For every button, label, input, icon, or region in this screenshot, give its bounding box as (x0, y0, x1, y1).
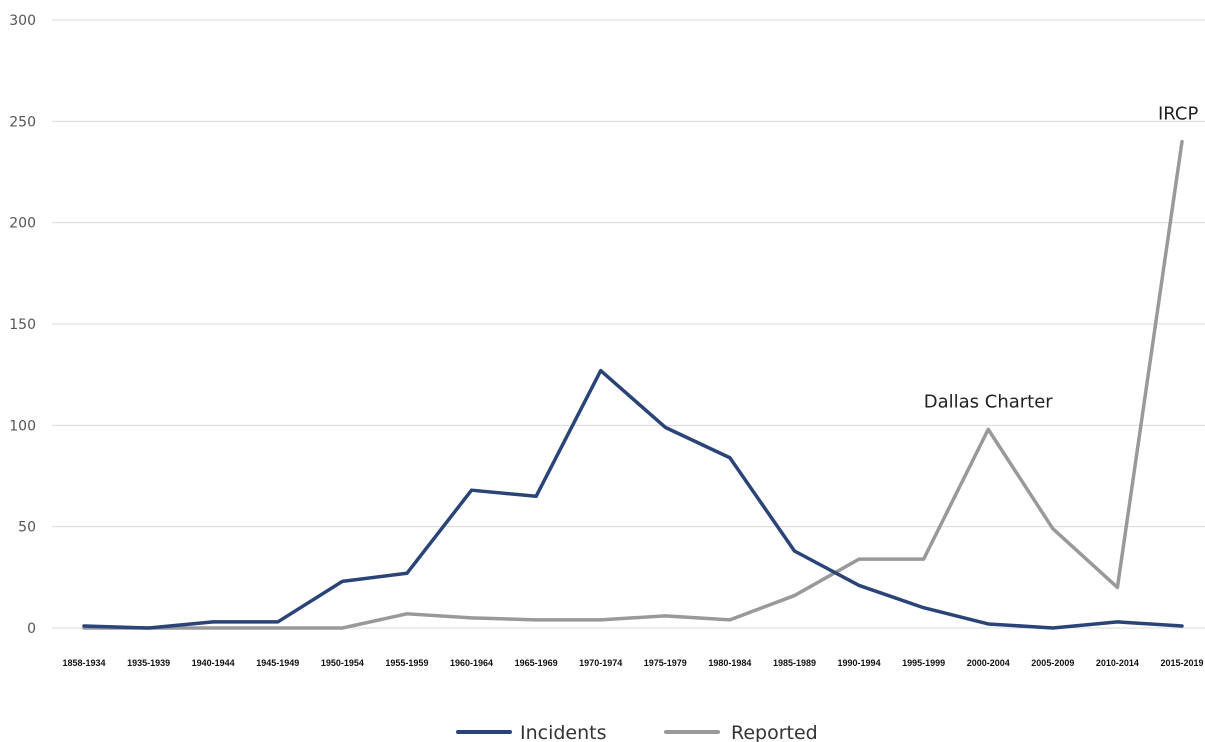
x-tick-label-2015-2019: 2015-2019 (1160, 658, 1203, 668)
x-axis-ticks: 1858-1934 1935-1939 1940-1944 1945-1949 1950… (62, 658, 1203, 668)
x-tick-label-1945-1949: 1945-1949 (256, 658, 299, 668)
x-tick-label-1960-1964: 1960-1964 (450, 658, 493, 668)
y-tick-label-0: 0 (27, 621, 36, 637)
y-tick-label-50: 50 (18, 520, 36, 536)
series-line-incidents (82, 368, 1184, 630)
x-tick-label-1950-1954: 1950-1954 (321, 658, 364, 668)
series-lines (82, 139, 1184, 630)
x-tick-label-2000-2004: 2000-2004 (967, 658, 1010, 668)
y-tick-label-100: 100 (9, 418, 36, 434)
legend: Incidents Reported (456, 722, 818, 742)
y-tick-label-200: 200 (9, 216, 36, 232)
legend-label-incidents: Incidents (520, 722, 607, 742)
x-tick-label-1990-1994: 1990-1994 (838, 658, 881, 668)
x-tick-label-1985-1989: 1985-1989 (773, 658, 816, 668)
x-tick-label-1858-1934: 1858-1934 (62, 658, 105, 668)
annotation-ircp: IRCP (1158, 104, 1198, 125)
series-line-reported (82, 139, 1184, 630)
annotations: Dallas Charter IRCP (924, 104, 1199, 413)
gridlines (52, 19, 1205, 629)
x-tick-label-1935-1939: 1935-1939 (127, 658, 170, 668)
y-tick-label-150: 150 (9, 317, 36, 333)
y-tick-label-250: 250 (9, 114, 36, 130)
x-tick-label-1965-1969: 1965-1969 (515, 658, 558, 668)
x-tick-label-2005-2009: 2005-2009 (1031, 658, 1074, 668)
y-axis-ticks: 0 50 100 150 200 250 300 (9, 13, 36, 637)
y-tick-label-300: 300 (9, 13, 36, 29)
x-tick-label-1995-1999: 1995-1999 (902, 658, 945, 668)
x-tick-label-2010-2014: 2010-2014 (1096, 658, 1139, 668)
x-tick-label-1940-1944: 1940-1944 (192, 658, 235, 668)
x-tick-label-1975-1979: 1975-1979 (644, 658, 687, 668)
x-tick-label-1980-1984: 1980-1984 (708, 658, 751, 668)
x-tick-label-1970-1974: 1970-1974 (579, 658, 622, 668)
annotation-dallas-charter: Dallas Charter (924, 391, 1054, 412)
x-tick-label-1955-1959: 1955-1959 (385, 658, 428, 668)
legend-label-reported: Reported (731, 722, 818, 742)
